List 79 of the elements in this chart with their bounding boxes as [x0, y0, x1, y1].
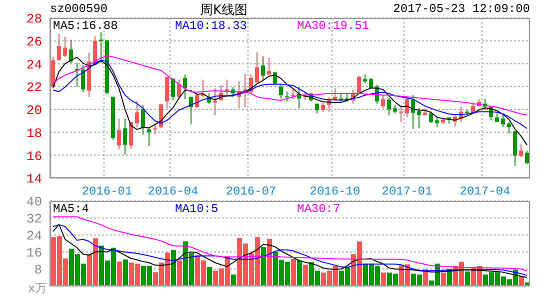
candlestick	[63, 36, 67, 58]
y-tick-label: 24	[26, 228, 42, 244]
candlestick	[255, 52, 259, 84]
y-tick-label: 14	[26, 172, 42, 187]
candlestick	[429, 111, 433, 124]
candlestick	[285, 91, 289, 102]
candlestick	[183, 74, 187, 100]
candlestick	[519, 144, 523, 158]
candlestick	[57, 34, 61, 61]
bar	[171, 250, 176, 286]
candlestick	[69, 39, 73, 64]
series-label: MA5:4	[53, 202, 90, 216]
bar	[381, 272, 386, 286]
bar	[465, 272, 470, 286]
y-tick-label: 40	[26, 194, 42, 210]
candlestick	[411, 94, 415, 130]
x-tick-label: 2016-07	[226, 184, 276, 199]
text: 2017-05-23 12:09:00	[393, 2, 530, 16]
y-tick-label: 18	[26, 126, 42, 141]
x-tick-label: 2017-04	[460, 184, 510, 199]
text: MA10:18.33	[175, 19, 248, 33]
candlestick	[405, 98, 409, 118]
candlestick	[129, 122, 133, 150]
x-tick-label: 2016-04	[148, 184, 198, 199]
bar	[117, 262, 122, 286]
bar	[207, 266, 212, 286]
bar	[303, 264, 308, 286]
x-tick-label: 2016-01	[82, 184, 132, 199]
text: MA10:5	[175, 202, 218, 216]
bar	[297, 260, 302, 286]
candlestick	[267, 58, 271, 76]
line-series	[52, 60, 528, 130]
candlestick	[279, 84, 283, 100]
y-tick-label: 24	[26, 57, 42, 72]
candlestick	[507, 122, 511, 134]
candlestick	[399, 106, 403, 122]
y-tick-label: 16	[26, 148, 42, 164]
y-axis-title: x万	[28, 280, 48, 297]
line-series	[52, 216, 528, 272]
candlestick	[315, 103, 319, 114]
candlestick	[123, 118, 127, 156]
candlestick	[171, 78, 175, 101]
candlestick	[81, 64, 85, 93]
bar	[267, 238, 272, 286]
candlestick	[261, 56, 265, 80]
bar	[123, 259, 128, 286]
text: MA30:7	[297, 202, 340, 216]
candlestick	[141, 104, 145, 136]
candlestick	[177, 79, 181, 100]
x-tick-label: 2017-01	[382, 184, 432, 199]
y-tick-label: 28	[26, 12, 42, 27]
candlestick	[291, 88, 295, 100]
x-tick-label: 2016-10	[310, 184, 360, 199]
y-tick-label: 32	[26, 212, 42, 227]
bar	[291, 258, 296, 286]
candlestick	[387, 98, 391, 116]
y-tick-label: 20	[26, 103, 42, 118]
y-tick-label: 26	[26, 34, 42, 50]
candlestick	[99, 32, 103, 64]
y-tick-label: 8	[34, 262, 42, 278]
line-series	[52, 55, 528, 116]
bar	[177, 260, 182, 286]
bar	[261, 247, 266, 286]
candlestick	[135, 100, 139, 128]
candlestick	[525, 150, 529, 165]
candlestick	[147, 126, 151, 146]
text: MA30:19.51	[297, 19, 370, 33]
y-tick-label: 16	[26, 246, 42, 261]
bar	[441, 272, 446, 286]
candlestick	[417, 108, 421, 129]
candlestick	[501, 114, 505, 128]
candlestick	[381, 94, 385, 109]
text: sz000590	[50, 2, 108, 16]
candlestick	[117, 118, 121, 150]
y-tick-label: 22	[26, 80, 42, 96]
bar	[231, 274, 236, 286]
text: MA5:16.88	[53, 19, 118, 33]
chart-title: 周K线图	[200, 2, 248, 19]
candlestick	[357, 75, 361, 94]
